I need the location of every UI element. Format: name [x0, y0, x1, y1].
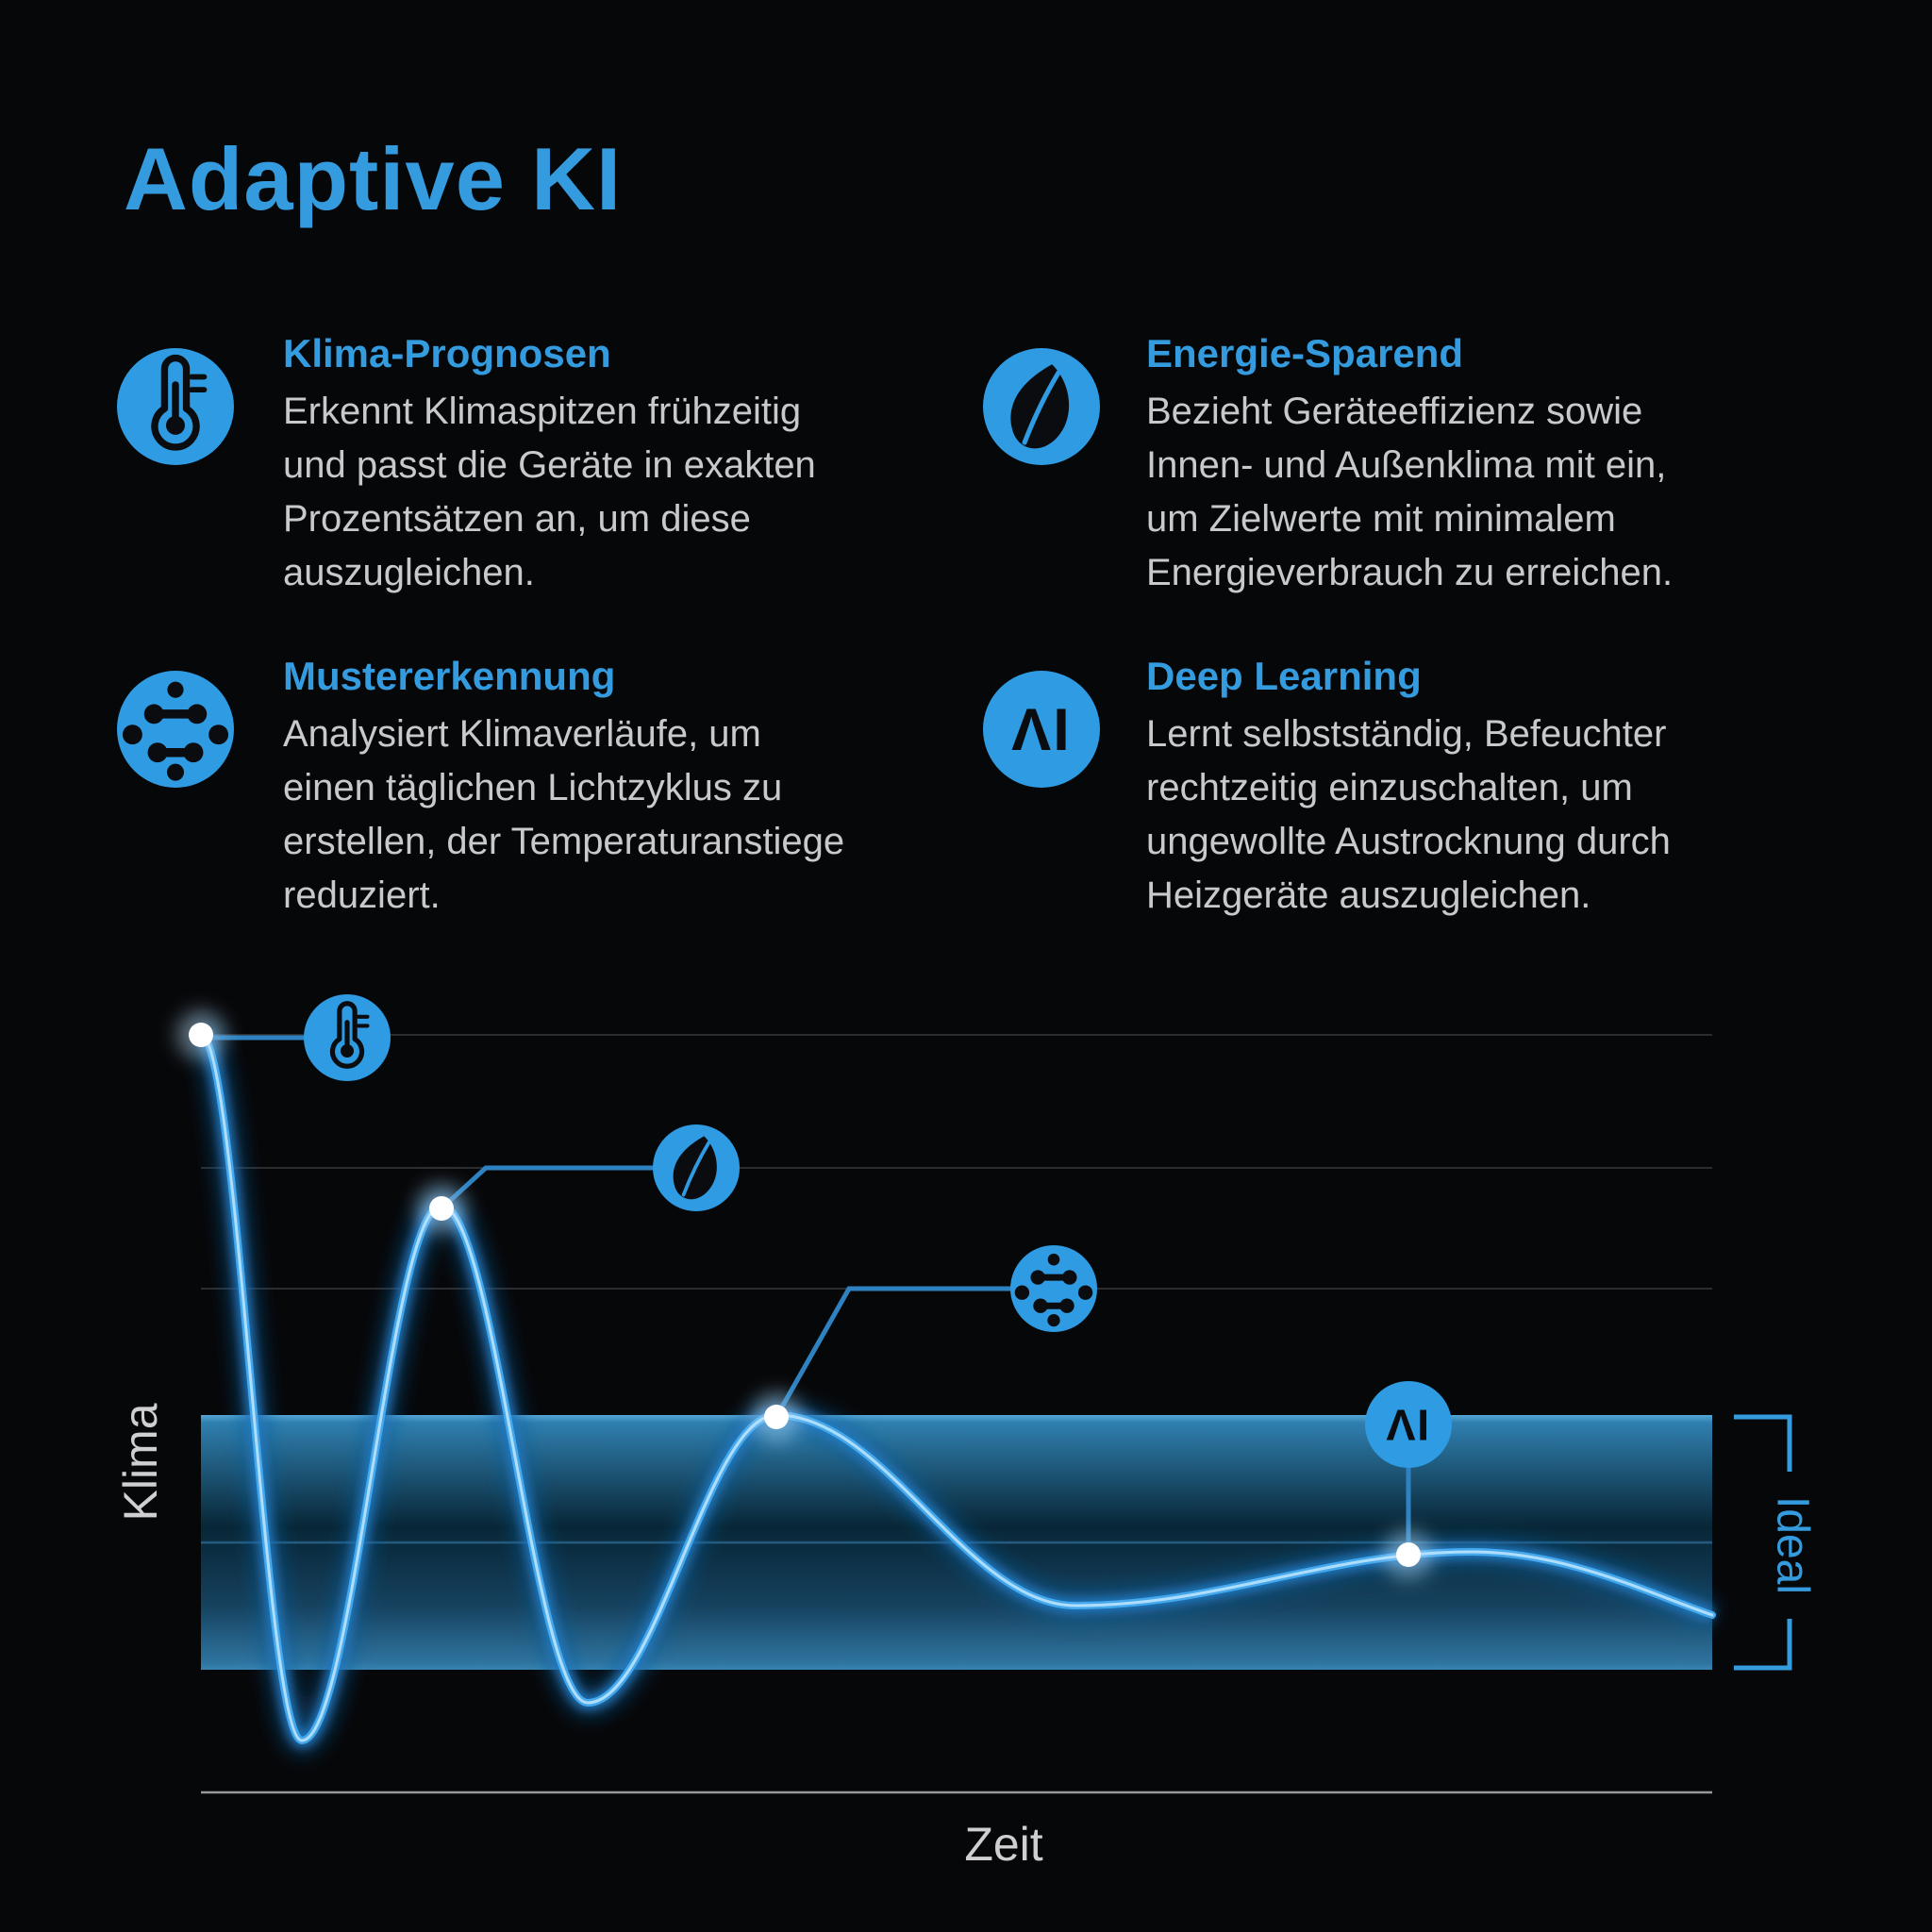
y-axis-label: Klima: [114, 1403, 167, 1521]
feature-energie-sparend: Energie-Sparend Bezieht Geräteeffizienz …: [1146, 331, 1863, 600]
curve-marker: [752, 1392, 801, 1441]
feature-heading: Klima-Prognosen: [283, 331, 611, 375]
ideal-bracket: [1734, 1414, 1792, 1671]
x-axis-label: Zeit: [964, 1818, 1042, 1871]
curve-marker: [417, 1184, 466, 1233]
feature-mustererkennung: Mustererkennung Analysiert Klimaverläufe…: [283, 654, 1000, 923]
feature-deep-learning: Deep Learning Lernt selbstständig, Befeu…: [1146, 654, 1863, 923]
pattern-recognition-icon: [117, 671, 234, 788]
climate-curve: [192, 1021, 1717, 1756]
ai-bubble: [1365, 1381, 1452, 1468]
page-title: Adaptive KI: [124, 129, 623, 228]
pattern-bubble: [1010, 1245, 1097, 1332]
thermometer-icon: [117, 348, 234, 465]
curve-marker: [1384, 1530, 1433, 1579]
feature-body: Erkennt Klimaspitzen frühzeitig und pass…: [283, 391, 816, 594]
leaf-icon: [983, 348, 1100, 465]
feature-heading: Deep Learning: [1146, 654, 1422, 698]
curve-marker: [176, 1010, 225, 1059]
feature-body: Bezieht Geräteeffizienz sowie Innen- und…: [1146, 391, 1674, 594]
leaf-bubble: [653, 1124, 740, 1211]
thermometer-bubble: [304, 994, 391, 1081]
feature-heading: Energie-Sparend: [1146, 331, 1464, 375]
feature-heading: Mustererkennung: [283, 654, 616, 698]
ai-icon: [983, 671, 1100, 788]
feature-klima-prognosen: Klima-Prognosen Erkennt Klimaspitzen frü…: [283, 331, 1000, 600]
feature-body: Analysiert Klimaverläufe, um einen tägli…: [283, 713, 845, 917]
feature-body: Lernt selbstständig, Befeuchter rechtzei…: [1146, 713, 1671, 917]
ideal-label: Ideal: [1767, 1496, 1817, 1594]
connector-pattern: [774, 1286, 1054, 1419]
